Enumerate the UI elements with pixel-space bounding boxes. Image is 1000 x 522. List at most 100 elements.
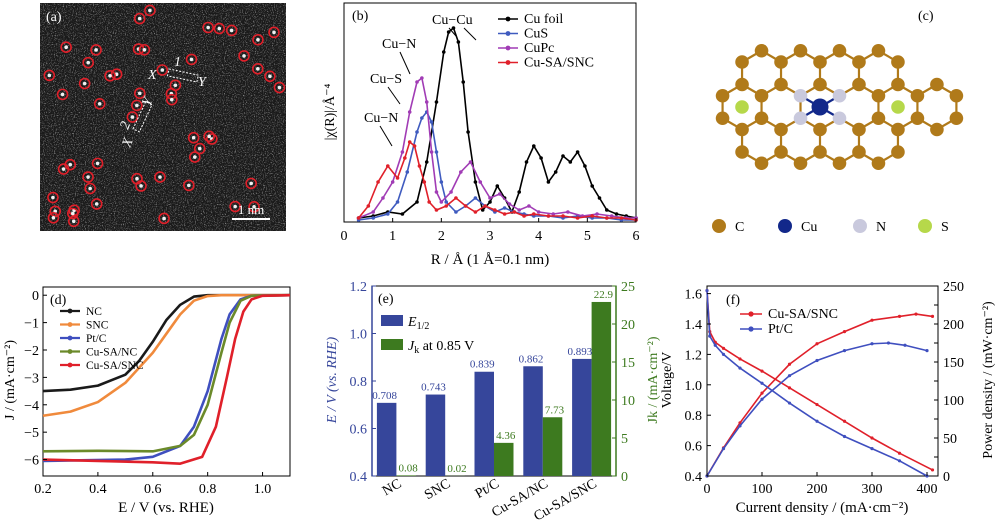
data-point-cus <box>420 116 424 120</box>
voltage-point-pt-c <box>738 366 742 370</box>
legend-label-cus: CuS <box>524 27 548 42</box>
legend-swatch-jk <box>381 339 403 350</box>
nitrogen-atom <box>793 88 808 103</box>
voltage-point-pt-c <box>705 288 709 293</box>
single-atom-dot <box>268 74 272 79</box>
y-tick-label-right-e: 25 <box>621 280 635 295</box>
data-point-cupc <box>390 180 395 184</box>
x-tick-label-e: SNC <box>422 476 453 503</box>
single-atom-dot <box>86 175 90 179</box>
data-point-cu-sa-snc <box>376 180 380 184</box>
data-point-cu-sa-snc <box>575 216 580 220</box>
x-tick-label-b: 3 <box>487 229 494 244</box>
legend-marker-cu-sa-snc <box>67 362 73 368</box>
power-point-cu-sa-snc <box>842 330 847 334</box>
annotation-cu-n-lower: Cu−N <box>364 111 398 126</box>
data-point-cus <box>473 196 478 200</box>
legend-c: C Cu N S <box>712 219 949 235</box>
data-point-cus <box>502 206 507 210</box>
data-point-cupc <box>439 200 444 204</box>
single-atom-dot <box>51 215 56 220</box>
data-point-cu-foil <box>461 80 466 84</box>
data-point-cus <box>415 130 419 134</box>
data-point-cu-foil <box>597 196 602 200</box>
data-point-cu-sa-snc <box>356 216 361 220</box>
carbon-atom <box>754 156 769 171</box>
data-point-cu-foil <box>473 180 478 184</box>
annotation-cu-cu: Cu−Cu <box>432 13 473 28</box>
single-atom-marker <box>188 151 201 163</box>
data-point-cu-sa-snc <box>483 204 487 208</box>
legend-dot-cu <box>778 219 792 233</box>
y-tick-label-right-f: 0 <box>943 470 950 485</box>
y-tick-label-left-e: 0.6 <box>350 423 368 438</box>
carbon-atom <box>832 156 847 171</box>
single-atom-dot <box>277 85 282 90</box>
data-point-cu-sa-snc <box>422 180 427 184</box>
legend-label-jk: Jk at 0.85 V <box>408 339 474 356</box>
x-tick-label-d: 0.4 <box>89 482 107 497</box>
power-point-cu-sa-snc <box>787 362 792 366</box>
legend-marker-cu-foil <box>505 16 511 22</box>
data-label-e12-snc: 0.743 <box>421 382 446 394</box>
data-point-cupc <box>478 180 483 184</box>
y-tick-label-right-e: 0 <box>621 470 628 485</box>
x-axis-label-d: E / V (vs. RHE) <box>118 500 214 516</box>
data-point-cu-sa-snc <box>444 204 449 208</box>
legend-label-cu-sa-nc: Cu-SA/NC <box>86 347 137 359</box>
data-point-cu-foil <box>590 184 594 188</box>
legend-label-c: C <box>735 220 744 235</box>
voltage-point-pt-c <box>721 352 726 356</box>
power-point-pt-c <box>760 397 764 401</box>
annotation-cu-s: Cu−S <box>370 72 402 87</box>
power-point-pt-c <box>738 424 742 428</box>
y-tick-label-d: 0 <box>32 289 39 304</box>
data-point-cupc <box>566 210 570 214</box>
carbon-atom <box>813 145 827 159</box>
x-tick-label-b: 2 <box>438 229 445 244</box>
carbon-atom <box>871 88 886 103</box>
data-point-cupc <box>507 202 512 206</box>
y-tick-label-left-e: 1.0 <box>350 328 368 343</box>
carbon-atom <box>735 55 749 69</box>
series-line-snc <box>42 293 290 418</box>
data-point-cupc <box>551 212 556 216</box>
data-point-cu-sa-snc <box>493 208 497 212</box>
legend-label-s: S <box>941 220 949 235</box>
legend-label-cu-sa-snc: Cu-SA/SNC <box>768 307 838 322</box>
voltage-point-cu-sa-snc <box>815 402 819 407</box>
single-atom-dot <box>94 202 99 206</box>
legend-label-e12: E1/2 <box>407 315 429 332</box>
x-tick-label-f: 300 <box>862 482 883 497</box>
data-point-cupc <box>468 160 473 164</box>
power-point-pt-c <box>886 341 891 345</box>
data-point-cu-sa-snc <box>532 212 536 216</box>
y-tick-label-d: −1 <box>24 317 39 332</box>
panel-label-a: (a) <box>46 10 62 25</box>
data-point-cupc <box>517 208 521 212</box>
single-atom-marker <box>131 99 143 112</box>
data-point-cupc <box>536 210 541 214</box>
data-label-jk-nc: 0.08 <box>399 462 419 474</box>
stem-image-texture <box>40 3 286 231</box>
data-point-cu-sa-snc <box>473 210 478 214</box>
data-point-cus <box>444 200 449 204</box>
single-atom-marker <box>78 77 91 90</box>
power-point-cu-sa-snc <box>914 312 918 316</box>
bar-e12-nc <box>376 402 397 476</box>
data-point-cu-foil <box>456 40 461 44</box>
carbon-atom <box>871 43 886 58</box>
single-atom-dot <box>229 28 234 33</box>
single-atom-dot <box>135 103 139 108</box>
legend-dot-s <box>918 219 932 233</box>
voltage-point-cu-sa-snc <box>787 386 792 390</box>
panel-label-f: (f) <box>726 293 740 308</box>
data-point-cu-foil <box>614 212 619 216</box>
single-atom-marker <box>225 24 238 37</box>
power-line-cu-sa-snc <box>706 313 933 477</box>
voltage-point-pt-c <box>897 459 902 463</box>
legend-dot-c <box>712 219 726 233</box>
y-axis-label-right-e: Jk / (mA·cm⁻²) <box>646 336 661 423</box>
